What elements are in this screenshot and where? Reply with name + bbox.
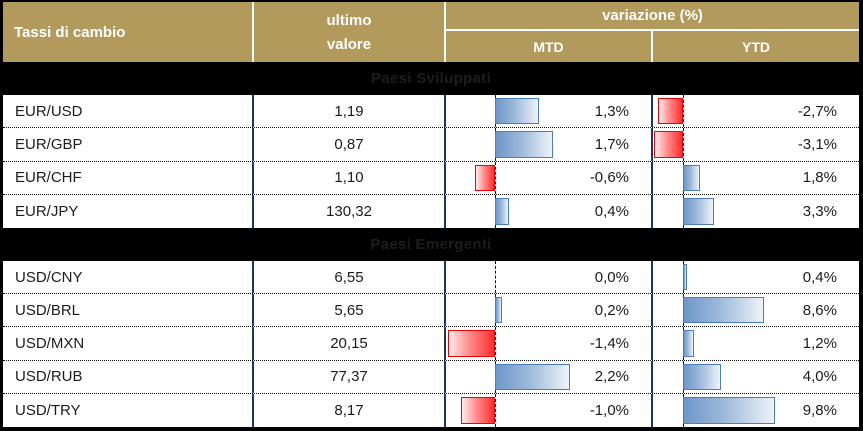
currency-pair-label: USD/CNY <box>15 268 83 286</box>
mtd-value: -1,4% <box>589 334 629 352</box>
last-value-line1: ultimo <box>326 11 372 29</box>
mtd-zero-axis <box>495 161 496 194</box>
table-row: EUR/GBP 0,87 1,7% -3,1% <box>3 128 859 162</box>
mtd-value: 0,0% <box>594 268 629 286</box>
table-body: Paesi Sviluppati EUR/USD 1,19 1,3% -2,7% EUR/… <box>3 62 859 427</box>
mtd-cell: 1,7% <box>444 128 651 161</box>
currency-pair-label: EUR/USD <box>15 102 83 120</box>
ytd-value: 0,4% <box>802 268 837 286</box>
ytd-zero-axis <box>683 95 684 128</box>
currency-pair-label: USD/RUB <box>15 368 83 386</box>
column-header-ytd: YTD <box>651 31 859 62</box>
mtd-cell: 0,4% <box>444 194 651 228</box>
ytd-bar-negative <box>653 131 683 158</box>
mtd-bar-positive <box>495 131 553 158</box>
ytd-value: 8,6% <box>802 301 837 319</box>
ytd-cell: 1,8% <box>651 161 859 194</box>
mtd-value: 0,2% <box>594 301 629 319</box>
table-row: USD/TRY 8,17 -1,0% 9,8% <box>3 393 859 427</box>
mtd-zero-axis <box>495 327 496 360</box>
last-value-line2: valore <box>326 35 372 53</box>
mtd-value: -0,6% <box>589 169 629 187</box>
ytd-cell: -3,1% <box>651 128 859 161</box>
mtd-cell: 0,0% <box>444 261 651 294</box>
mtd-bar-positive <box>495 98 540 125</box>
mtd-bar-positive <box>495 197 509 225</box>
ytd-cell: 4,0% <box>651 360 859 393</box>
ytd-zero-axis <box>683 128 684 161</box>
ytd-bar-positive <box>683 396 776 424</box>
last-value: 1,19 <box>252 95 444 128</box>
ytd-cell: 1,2% <box>651 327 859 360</box>
ytd-bar-positive <box>683 197 715 225</box>
last-value: 20,15 <box>252 327 444 360</box>
mtd-zero-axis <box>495 393 496 427</box>
ytd-value: 1,2% <box>802 334 837 352</box>
mtd-cell: 0,2% <box>444 294 651 327</box>
mtd-bar-positive <box>495 297 502 324</box>
currency-pair-label: USD/BRL <box>15 301 81 319</box>
mtd-value: 2,2% <box>594 368 629 386</box>
mtd-bar-negative <box>447 330 495 357</box>
table-row: USD/MXN 20,15 -1,4% 1,2% <box>3 327 859 361</box>
ytd-value: 4,0% <box>802 368 837 386</box>
currency-pair-label: EUR/GBP <box>15 135 83 153</box>
mtd-bar-negative <box>461 396 495 424</box>
column-header-variation: variazione (%) <box>446 2 859 31</box>
mtd-cell: -1,0% <box>444 393 651 427</box>
mtd-bar-negative <box>474 164 495 191</box>
ytd-bar-positive <box>683 264 687 291</box>
ytd-cell: 9,8% <box>651 393 859 427</box>
mtd-value: 1,3% <box>594 102 629 120</box>
last-value: 8,17 <box>252 393 444 427</box>
table-title: Tassi di cambio <box>14 23 126 41</box>
ytd-cell: -2,7% <box>651 95 859 128</box>
currency-pair-label: EUR/JPY <box>15 202 79 220</box>
ytd-value: -2,7% <box>797 102 837 120</box>
ytd-cell: 0,4% <box>651 261 859 294</box>
column-header-mtd: MTD <box>533 38 564 55</box>
table-row: USD/CNY 6,55 0,0% 0,4% <box>3 261 859 295</box>
ytd-bar-positive <box>683 363 721 390</box>
table-row: USD/RUB 77,37 2,2% 4,0% <box>3 360 859 394</box>
column-header-variation-group: variazione (%) MTD YTD <box>444 2 859 62</box>
currency-pair-label: EUR/CHF <box>15 169 82 187</box>
table-header: Tassi di cambio ultimo valore variazione… <box>3 2 859 62</box>
mtd-bar-positive <box>495 363 570 390</box>
mtd-value: 1,7% <box>594 135 629 153</box>
mtd-cell: -1,4% <box>444 327 651 360</box>
last-value: 130,32 <box>252 194 444 228</box>
ytd-value: -3,1% <box>797 135 837 153</box>
table-row: EUR/USD 1,19 1,3% -2,7% <box>3 95 859 129</box>
last-value: 77,37 <box>252 360 444 393</box>
last-value: 6,55 <box>252 261 444 294</box>
table-row: EUR/CHF 1,10 -0,6% 1,8% <box>3 161 859 195</box>
ytd-cell: 8,6% <box>651 294 859 327</box>
mtd-zero-axis <box>495 261 496 294</box>
last-value: 1,10 <box>252 161 444 194</box>
mtd-value: -1,0% <box>589 401 629 419</box>
last-value: 5,65 <box>252 294 444 327</box>
ytd-value: 3,3% <box>802 202 837 220</box>
last-value: 0,87 <box>252 128 444 161</box>
table-row: EUR/JPY 130,32 0,4% 3,3% <box>3 194 859 228</box>
ytd-bar-negative <box>657 98 683 125</box>
column-header-last-value: ultimo valore <box>252 2 444 62</box>
mtd-value: 0,4% <box>594 202 629 220</box>
ytd-bar-positive <box>683 164 700 191</box>
mtd-cell: 1,3% <box>444 95 651 128</box>
mtd-cell: 2,2% <box>444 360 651 393</box>
currency-pair-label: USD/MXN <box>15 334 85 352</box>
ytd-bar-positive <box>683 330 695 357</box>
ytd-value: 9,8% <box>802 401 837 419</box>
section-band: Paesi Emergenti <box>3 228 859 261</box>
ytd-bar-positive <box>683 297 764 324</box>
currency-pair-label: USD/TRY <box>15 401 81 419</box>
section-band: Paesi Sviluppati <box>3 62 859 95</box>
mtd-cell: -0,6% <box>444 161 651 194</box>
ytd-value: 1,8% <box>802 169 837 187</box>
table-row: USD/BRL 5,65 0,2% 8,6% <box>3 294 859 328</box>
ytd-cell: 3,3% <box>651 194 859 228</box>
